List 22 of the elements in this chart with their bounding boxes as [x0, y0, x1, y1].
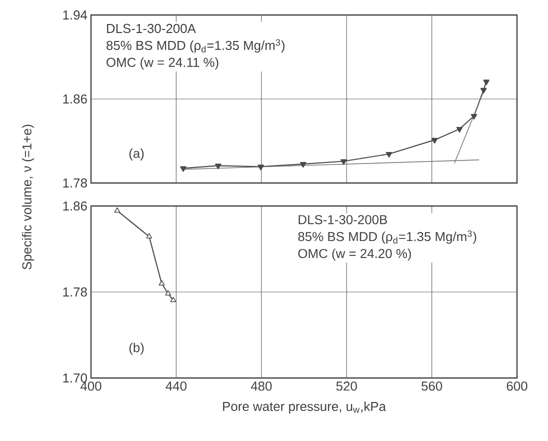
- annotation: (a): [129, 148, 144, 160]
- annotation: OMC (w = 24.20 %): [298, 248, 411, 261]
- annotation: DLS-1-30-200B: [298, 215, 387, 224]
- x-tick-label: 520: [336, 382, 357, 391]
- annotation: OMC (w = 24.11 %): [106, 57, 218, 70]
- x-tick-label: 560: [422, 382, 442, 391]
- y-tick-label: 1.78: [63, 287, 87, 297]
- y-tick-label: 1.78: [63, 178, 87, 188]
- y-tick-label: 1.86: [63, 94, 87, 104]
- annotation: 85% BS MDD (ρ$_{d}$=1.35 Mg/m$^{3}$): [106, 39, 284, 53]
- annotation: DLS-1-30-200A: [107, 24, 196, 34]
- y-tick-label: 1.86: [63, 201, 87, 211]
- annotation: 85% BS MDD (ρ$_{d}$=1.35 Mg/m$^{3}$): [298, 230, 476, 244]
- x-tick-label: 600: [506, 382, 528, 391]
- x-tick-label: 440: [166, 382, 186, 391]
- y-tick-label: 1.94: [63, 10, 88, 20]
- x-tick-label: 400: [80, 382, 102, 391]
- x-axis-title: Pore water pressure, u$_{w}$,kPa: [223, 402, 386, 414]
- y-axis-title: Specific volume, ν (=1+e): [22, 124, 34, 270]
- y-tick-label: 1.70: [63, 373, 87, 383]
- annotation: (b): [129, 342, 144, 355]
- x-tick-label: 480: [250, 382, 272, 391]
